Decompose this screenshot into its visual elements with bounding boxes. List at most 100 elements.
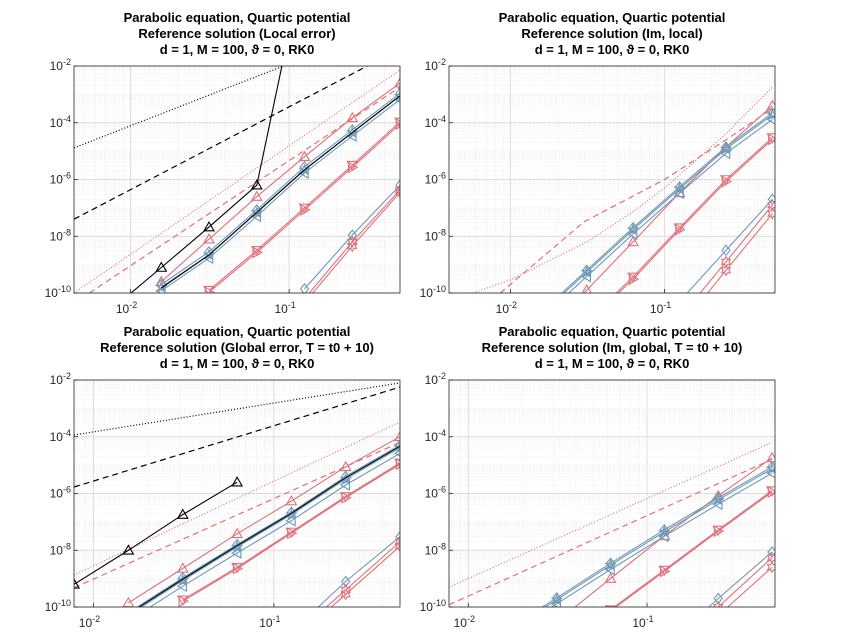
marker-triangle-up xyxy=(231,476,244,487)
marker-triangle-left xyxy=(766,114,775,125)
y-tick-label: 10-8 xyxy=(425,227,446,243)
y-tick-label: 10-10 xyxy=(420,284,446,300)
marker-triangle-left xyxy=(626,228,638,240)
marker-triangle-up xyxy=(394,76,400,88)
marker-triangle-up xyxy=(298,150,311,162)
marker-triangle-right xyxy=(721,175,733,188)
marker-hexagram xyxy=(767,207,775,220)
marker-pentagram xyxy=(339,472,352,485)
title-line-3: d = 1, M = 100, ϑ = 0, RK0 xyxy=(159,42,315,57)
marker-diamond xyxy=(713,592,723,605)
tick-labels: 10-2 10-1 10-2 10-4 10-6 10-8 10-10 xyxy=(420,57,672,316)
marker-triangle-left xyxy=(123,616,132,626)
series-blue-solid-diamond-line xyxy=(160,92,400,285)
marker-triangle-left xyxy=(498,633,507,640)
series-red-solid-triangle-right-line xyxy=(208,123,400,293)
marker-triangle-down xyxy=(766,486,775,497)
marker-triangle-right xyxy=(628,273,640,286)
marker-diamond xyxy=(299,283,310,293)
marker-hexagram xyxy=(347,240,358,253)
marker-pentagram xyxy=(124,611,134,620)
series-black-dotted-none-line xyxy=(74,382,400,436)
marker-triangle-left xyxy=(550,597,562,607)
marker-hexagram xyxy=(340,588,351,601)
title-top-right: Parabolic equation, Quartic potential Re… xyxy=(412,10,812,58)
marker-diamond xyxy=(128,606,129,607)
x-tick-label: 10-1 xyxy=(259,614,280,630)
y-tick-label: 10-4 xyxy=(425,428,446,444)
marker-hexagram xyxy=(720,255,732,268)
title-bottom-right: Parabolic equation, Quartic potential Re… xyxy=(412,324,812,372)
marker-triangle-down xyxy=(176,595,189,606)
title-line-3: d = 1, M = 100, ϑ = 0, RK0 xyxy=(534,356,690,371)
marker-triangle-left xyxy=(250,210,262,223)
series-red-solid-triangle-down-line xyxy=(613,490,773,607)
series-black-solid-none-line xyxy=(138,445,400,607)
marker-pentagram xyxy=(498,629,508,638)
marker-diamond xyxy=(721,141,731,153)
marker-triangle-right xyxy=(300,203,311,216)
series-blue-solid-diamond-line xyxy=(561,112,773,293)
series-red-dotted-none-line xyxy=(74,421,400,576)
marker-triangle-up xyxy=(203,220,215,232)
series-blue-solid-diamond-line xyxy=(136,444,400,607)
y-tick-label: 10-8 xyxy=(425,541,446,557)
marker-triangle-down xyxy=(658,565,671,577)
tick-labels: 10-2 10-1 10-2 10-4 10-6 10-8 10-10 xyxy=(45,57,296,316)
axes-top-right: 10-2 10-1 10-2 10-4 10-6 10-8 10-10 xyxy=(420,57,776,324)
y-tick-label: 10-4 xyxy=(50,428,71,444)
series-group xyxy=(74,66,400,308)
y-tick-label: 10-6 xyxy=(425,485,446,501)
title-line-2: Reference solution (Global error, T = t0… xyxy=(100,340,374,355)
marker-triangle-left xyxy=(230,547,242,559)
marker-triangle-down xyxy=(285,527,298,539)
series-black-solid-triangle-up-line xyxy=(130,66,283,293)
series-red-solid-triangle-down-line xyxy=(182,462,400,601)
marker-triangle-up xyxy=(176,508,189,519)
marker-triangle-up xyxy=(604,572,617,583)
marker-hexagram xyxy=(675,313,684,323)
x-tick-label: 10-1 xyxy=(650,300,671,316)
marker-hexagram xyxy=(394,540,400,553)
marker-triangle-up xyxy=(203,233,215,244)
axes-bottom-right: 10-2 10-1 10-2 10-4 10-6 10-8 10-10 xyxy=(420,371,776,640)
marker-hexagram xyxy=(304,292,305,293)
series-blue-solid-pentagram-line xyxy=(563,114,773,293)
marker-triangle-left xyxy=(535,314,544,324)
title-line-1: Parabolic equation, Quartic potential xyxy=(123,10,351,25)
series-blue-solid-triangle-left-line xyxy=(567,119,773,293)
marker-triangle-down xyxy=(712,525,725,537)
marker-hexagram xyxy=(394,535,400,548)
marker-triangle-right xyxy=(178,595,189,607)
marker-triangle-down xyxy=(604,605,617,607)
marker-triangle-down xyxy=(231,562,244,574)
marker-triangle-right xyxy=(768,133,775,146)
marker-hexagram xyxy=(300,298,309,308)
series-red-solid-hexagram-line xyxy=(312,192,400,293)
marker-triangle-left xyxy=(658,530,669,543)
marker-diamond xyxy=(605,557,616,570)
marker-triangle-up xyxy=(250,190,263,201)
marker-triangle-right xyxy=(347,161,359,174)
marker-triangle-up xyxy=(155,275,168,287)
y-tick-label: 10-2 xyxy=(425,57,446,73)
marker-pentagram xyxy=(176,573,190,586)
series-black-solid-none-line xyxy=(160,95,400,289)
series-red-solid-hexagram-line xyxy=(699,204,773,293)
marker-diamond xyxy=(287,627,295,637)
series-blue-solid-diamond-line xyxy=(304,184,400,290)
tick-labels: 10-2 10-1 10-2 10-4 10-6 10-8 10-10 xyxy=(420,371,654,630)
marker-diamond xyxy=(674,181,685,193)
marker-triangle-left xyxy=(604,563,615,576)
marker-hexagram xyxy=(720,264,732,277)
marker-hexagram xyxy=(394,183,400,196)
marker-diamond xyxy=(721,244,731,257)
marker-triangle-right xyxy=(713,525,725,538)
y-tick-label: 10-8 xyxy=(50,541,71,557)
series-red-solid-hexagram-line xyxy=(706,213,773,293)
series-blue-solid-pentagram-line xyxy=(140,447,400,607)
series-black-dashed-none-line xyxy=(74,66,369,220)
marker-triangle-right xyxy=(252,246,263,259)
series-blue-solid-triangle-left-line xyxy=(149,452,400,607)
series-blue-solid-diamond-line xyxy=(686,198,773,293)
